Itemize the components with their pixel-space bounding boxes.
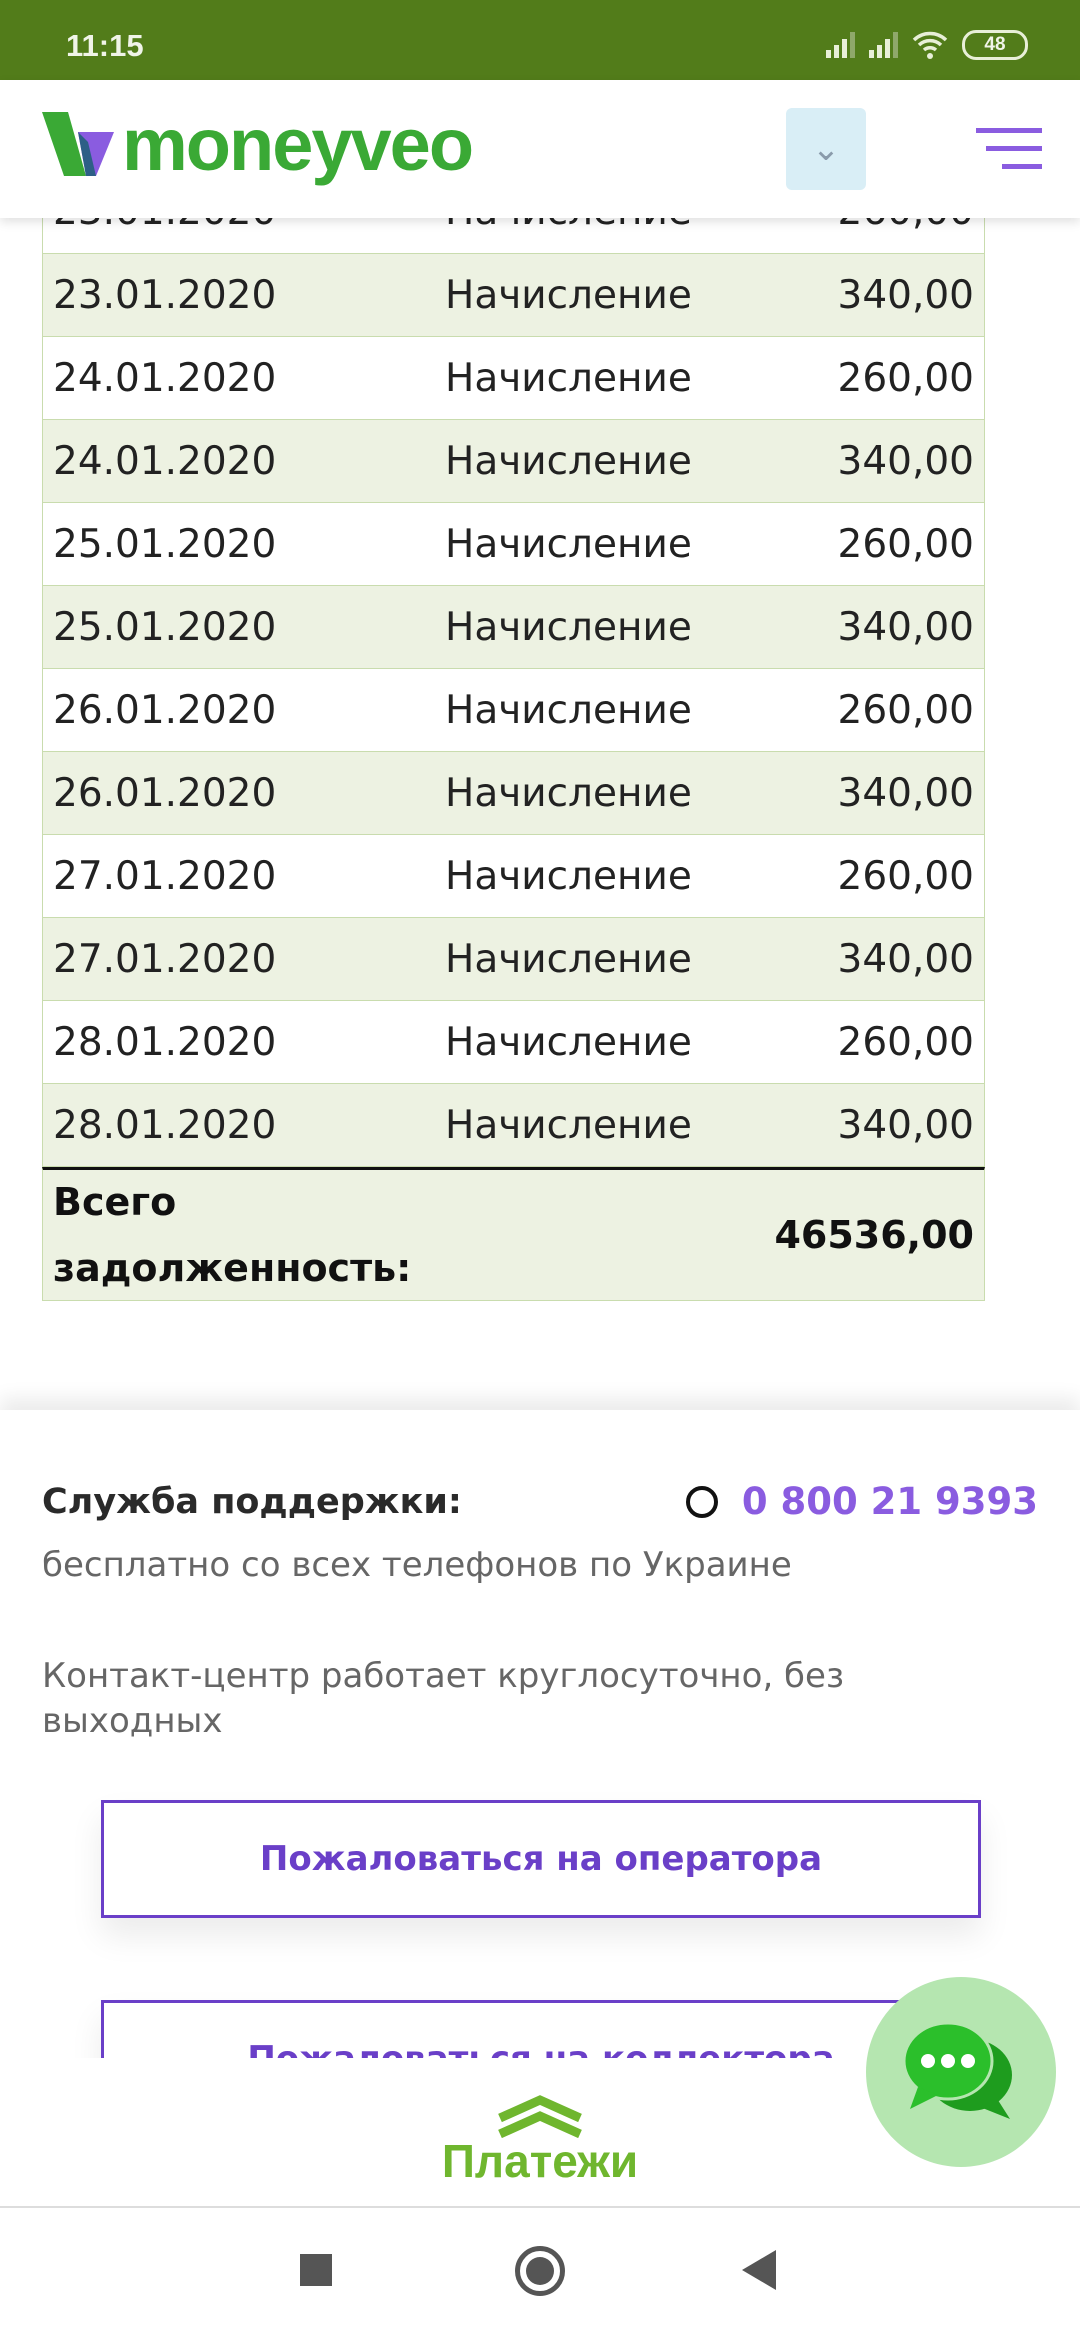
total-row: Всего задолженность: 46536,00 [42,1167,985,1301]
cell-date: 23.01.2020 [53,272,277,318]
cell-date: 26.01.2020 [53,687,277,733]
home-button[interactable] [515,2246,565,2296]
clock: 11:15 [66,28,144,63]
cell-type: Начисление [445,604,692,650]
chat-button[interactable] [866,1977,1056,2167]
site-header: moneyveo ⌄ [0,80,1080,218]
cell-amount: 340,00 [837,770,974,816]
recent-apps-button[interactable] [300,2254,332,2286]
menu-button[interactable] [976,128,1042,170]
cell-amount: 340,00 [837,438,974,484]
cell-type: Начисление [445,355,692,401]
complain-operator-button[interactable]: Пожаловаться на оператора [101,1800,981,1918]
cell-amount: 340,00 [837,272,974,318]
total-label-2: задолженность: [53,1246,412,1290]
cell-amount: 260,00 [837,355,974,401]
table-row: 28.01.2020 Начисление 260,00 [42,1001,985,1084]
cell-type: Начисление [445,272,692,318]
cell-amount: 340,00 [837,604,974,650]
table-row: 28.01.2020 Начисление 340,00 [42,1084,985,1167]
payments-label: Платежи [441,2135,639,2187]
total-label: Всего [53,1180,177,1224]
table-row: 27.01.2020 Начисление 260,00 [42,835,985,918]
cell-amount: 260,00 [837,1019,974,1065]
free-call-note: бесплатно со всех телефонов по Украине [42,1545,792,1585]
moneyveo-logo[interactable]: moneyveo [42,108,474,182]
chat-bubbles-icon [902,2021,1012,2119]
payments-table: 23.01.2020 Начисление 260,00 23.01.2020 Нач… [42,170,985,1301]
cell-date: 27.01.2020 [53,936,277,982]
cell-amount: 260,00 [837,853,974,899]
language-dropdown-button[interactable]: ⌄ [786,108,866,190]
table-row: 24.01.2020 Начисление 260,00 [42,337,985,420]
table-row: 26.01.2020 Начисление 260,00 [42,669,985,752]
cell-type: Начисление [445,1019,692,1065]
cell-type: Начисление [445,687,692,733]
signal-icon [826,32,855,58]
back-button[interactable] [742,2250,776,2290]
battery-icon: 48 [962,30,1028,60]
phone-icon [685,1485,718,1518]
cell-date: 24.01.2020 [53,438,277,484]
cell-type: Начисление [445,1102,692,1148]
table-row: 27.01.2020 Начисление 340,00 [42,918,985,1001]
cell-type: Начисление [445,438,692,484]
phone-number[interactable]: 0 800 21 9393 [741,1480,1038,1523]
contact-center-note: Контакт-центр работает круглосуточно, бе… [42,1656,845,1741]
support-label: Служба поддержки: [42,1482,462,1522]
cell-type: Начисление [445,521,692,567]
cell-date: 25.01.2020 [53,604,277,650]
status-bar: 11:15 48 [0,0,1080,80]
table-row: 24.01.2020 Начисление 340,00 [42,420,985,503]
signal-icon [869,32,898,58]
table-row: 23.01.2020 Начисление 340,00 [42,254,985,337]
wifi-icon [912,31,948,59]
cell-date: 24.01.2020 [53,355,277,401]
footer: Служба поддержки: 0 800 21 9393 бесплатн… [0,1410,1080,2118]
cell-amount: 340,00 [837,1102,974,1148]
total-value: 46536,00 [774,1213,974,1257]
chevrons-up-icon [498,2095,582,2138]
chevron-down-icon: ⌄ [811,129,841,169]
cell-date: 27.01.2020 [53,853,277,899]
cell-date: 28.01.2020 [53,1102,277,1148]
cell-type: Начисление [445,770,692,816]
cell-date: 26.01.2020 [53,770,277,816]
cell-date: 25.01.2020 [53,521,277,567]
cell-amount: 340,00 [837,936,974,982]
cell-amount: 260,00 [837,687,974,733]
cell-date: 28.01.2020 [53,1019,277,1065]
phone-link[interactable]: 0 800 21 9393 [685,1480,1038,1523]
cell-type: Начисление [445,853,692,899]
table-row: 25.01.2020 Начисление 340,00 [42,586,985,669]
table-row: 26.01.2020 Начисление 340,00 [42,752,985,835]
table-row: 25.01.2020 Начисление 260,00 [42,503,985,586]
cell-amount: 260,00 [837,521,974,567]
android-nav-bar [0,2210,1080,2340]
cell-type: Начисление [445,936,692,982]
logo-mark-icon [42,112,114,176]
